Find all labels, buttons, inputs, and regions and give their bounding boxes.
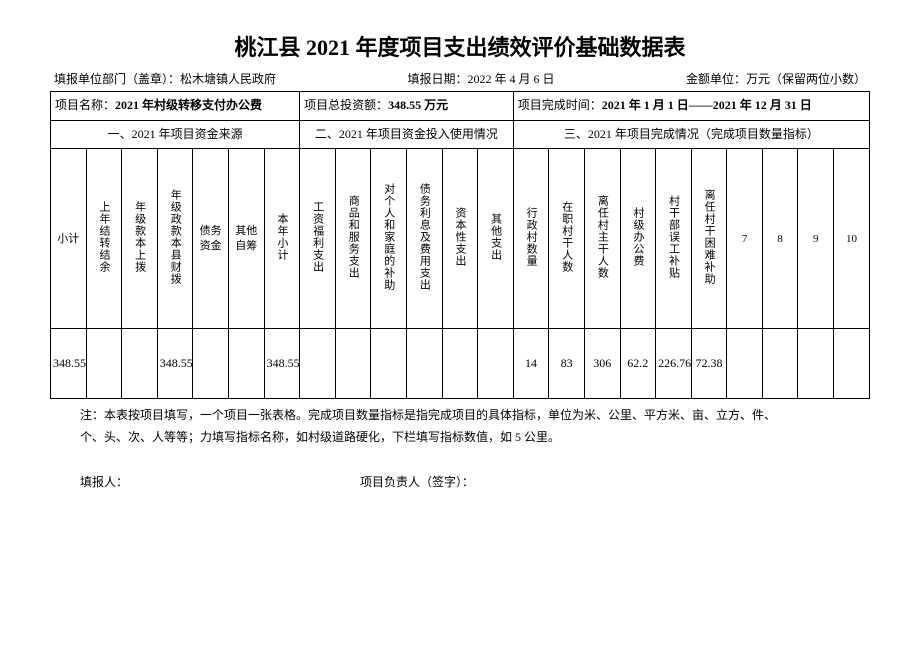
d14: 14 bbox=[513, 329, 549, 399]
page-title: 桃江县 2021 年度项目支出绩效评价基础数据表 bbox=[50, 30, 870, 62]
d22 bbox=[798, 329, 834, 399]
section-3: 三、2021 年项目完成情况（完成项目数量指标） bbox=[513, 120, 869, 149]
d15: 83 bbox=[549, 329, 585, 399]
total-invest-cell: 项目总投资额：348.55 万元 bbox=[300, 92, 514, 121]
col-2: 上年结转结余 bbox=[86, 149, 122, 329]
col-15: 在职村干人数 bbox=[549, 149, 585, 329]
col-12: 资本性支出 bbox=[442, 149, 478, 329]
d10 bbox=[371, 329, 407, 399]
d17: 62.2 bbox=[620, 329, 656, 399]
col-10: 对个人和家庭的补助 bbox=[371, 149, 407, 329]
col-23: 10 bbox=[834, 149, 870, 329]
col-9: 商品和服务支出 bbox=[335, 149, 371, 329]
d12 bbox=[442, 329, 478, 399]
col-16: 离任村主干人数 bbox=[584, 149, 620, 329]
d19: 72.38 bbox=[691, 329, 727, 399]
col-6: 其他自筹 bbox=[228, 149, 264, 329]
section-1: 一、2021 年项目资金来源 bbox=[51, 120, 300, 149]
col-7: 本年小计 bbox=[264, 149, 300, 329]
col-4: 年级政款本县财拨 bbox=[157, 149, 193, 329]
notes: 注：本表按项目填写，一个项目一张表格。完成项目数量指标是指完成项目的具体指标，单… bbox=[50, 405, 870, 448]
d16: 306 bbox=[584, 329, 620, 399]
d4: 348.55 bbox=[157, 329, 193, 399]
d23 bbox=[834, 329, 870, 399]
section-2: 二、2021 年项目资金投入使用情况 bbox=[300, 120, 514, 149]
project-name-label: 项目名称： bbox=[55, 98, 115, 112]
d11 bbox=[406, 329, 442, 399]
col-13: 其他支出 bbox=[478, 149, 514, 329]
d21 bbox=[762, 329, 798, 399]
col-5: 债务资金 bbox=[193, 149, 229, 329]
reporter-label: 填报人： bbox=[80, 473, 360, 490]
info-row: 项目名称：2021 年村级转移支付办公费 项目总投资额：348.55 万元 项目… bbox=[51, 92, 870, 121]
col-17: 村级办公费 bbox=[620, 149, 656, 329]
col-18: 村干部误工补贴 bbox=[656, 149, 692, 329]
col-14: 行政村数量 bbox=[513, 149, 549, 329]
d7: 348.55 bbox=[264, 329, 300, 399]
notes-label: 注： bbox=[80, 408, 104, 422]
d9 bbox=[335, 329, 371, 399]
dept-meta: 填报单位部门（盖章）：松木塘镇人民政府 bbox=[54, 70, 276, 87]
meta-row: 填报单位部门（盖章）：松木塘镇人民政府 填报日期：2022 年 4 月 6 日 … bbox=[50, 70, 870, 87]
d8 bbox=[300, 329, 336, 399]
data-row: 348.55 348.55 348.55 14 83 306 62.2 226.… bbox=[51, 329, 870, 399]
complete-time-cell: 项目完成时间：2021 年 1 月 1 日——2021 年 12 月 31 日 bbox=[513, 92, 869, 121]
col-20: 7 bbox=[727, 149, 763, 329]
column-headers: 小计 上年结转结余 年级款本上拨 年级政款本县财拨 债务资金 其他自筹 本年小计… bbox=[51, 149, 870, 329]
date-meta: 填报日期：2022 年 4 月 6 日 bbox=[407, 70, 554, 87]
d13 bbox=[478, 329, 514, 399]
total-invest-value: 348.55 万元 bbox=[388, 98, 448, 112]
d20 bbox=[727, 329, 763, 399]
date-value: 2022 年 4 月 6 日 bbox=[468, 72, 555, 86]
col-11: 债务利息及费用支出 bbox=[406, 149, 442, 329]
d2 bbox=[86, 329, 122, 399]
signature-row: 填报人： 项目负责人（签字）： bbox=[50, 473, 870, 490]
d1: 348.55 bbox=[51, 329, 87, 399]
col-21: 8 bbox=[762, 149, 798, 329]
complete-time-label: 项目完成时间： bbox=[518, 98, 602, 112]
section-row: 一、2021 年项目资金来源 二、2021 年项目资金投入使用情况 三、2021… bbox=[51, 120, 870, 149]
project-name-value: 2021 年村级转移支付办公费 bbox=[115, 98, 262, 112]
col-19: 离任村干困难补助 bbox=[691, 149, 727, 329]
total-invest-label: 项目总投资额： bbox=[304, 98, 388, 112]
leader-label: 项目负责人（签字）： bbox=[360, 473, 474, 490]
d3 bbox=[122, 329, 158, 399]
date-label: 填报日期： bbox=[407, 72, 467, 86]
col-22: 9 bbox=[798, 149, 834, 329]
d18: 226.76 bbox=[656, 329, 692, 399]
dept-label: 填报单位部门（盖章）： bbox=[54, 72, 180, 86]
col-8: 工资福利支出 bbox=[300, 149, 336, 329]
complete-time-value: 2021 年 1 月 1 日——2021 年 12 月 31 日 bbox=[602, 98, 812, 112]
d5 bbox=[193, 329, 229, 399]
col-3: 年级款本上拨 bbox=[122, 149, 158, 329]
unit-meta: 金额单位：万元（保留两位小数） bbox=[686, 70, 866, 87]
notes-line2: 个、头、次、人等等；力填写指标名称，如村级道路硬化，下栏填写指标数值，如 5 公… bbox=[80, 430, 560, 444]
project-name-cell: 项目名称：2021 年村级转移支付办公费 bbox=[51, 92, 300, 121]
data-table: 项目名称：2021 年村级转移支付办公费 项目总投资额：348.55 万元 项目… bbox=[50, 91, 870, 399]
notes-line1: 本表按项目填写，一个项目一张表格。完成项目数量指标是指完成项目的具体指标，单位为… bbox=[104, 408, 776, 422]
col-1: 小计 bbox=[51, 149, 87, 329]
dept-value: 松木塘镇人民政府 bbox=[180, 72, 276, 86]
d6 bbox=[228, 329, 264, 399]
